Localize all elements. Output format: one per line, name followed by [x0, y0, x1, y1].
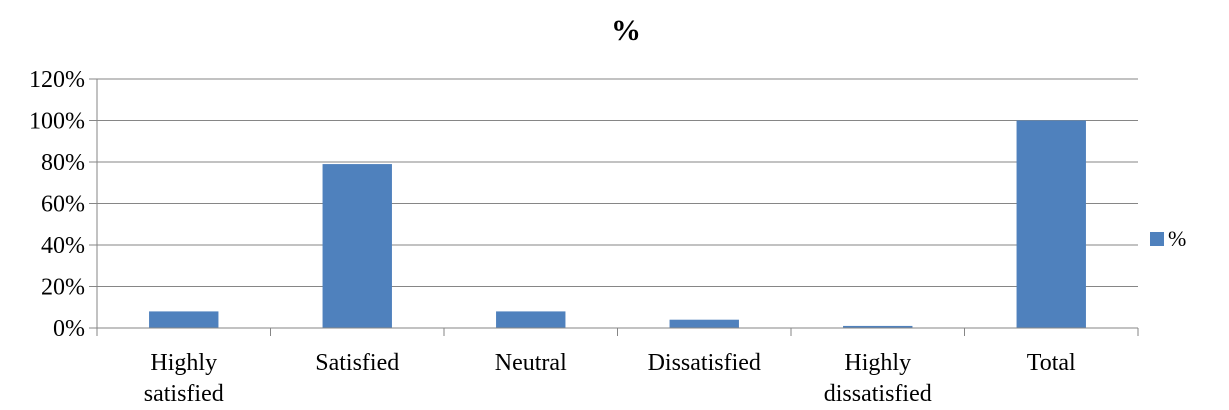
y-tick-label: 120% [29, 67, 85, 93]
chart-title: % [611, 14, 641, 47]
bar [496, 311, 566, 328]
y-tick-label: 0% [53, 316, 85, 342]
y-tick-labels: 0% 20% 40% 60% 80% 100% 120% [29, 67, 97, 342]
y-tick-label: 60% [41, 192, 85, 218]
y-tick-label: 40% [41, 233, 85, 259]
bar [322, 164, 392, 328]
y-tick-label: 100% [29, 109, 85, 135]
bar [1016, 120, 1086, 328]
bars [149, 120, 1086, 328]
x-category-label: Satisfied [315, 350, 399, 376]
x-category-labels: Highly satisfied Satisfied Neutral Dissatisf… [144, 350, 1076, 407]
legend-label: % [1168, 226, 1186, 251]
x-category-label: Neutral [495, 350, 567, 376]
bar [669, 319, 739, 328]
bar [149, 311, 219, 328]
legend: % [1150, 226, 1186, 251]
gridlines [97, 78, 1138, 287]
y-tick-label: 20% [41, 275, 85, 301]
y-tick-label: 80% [41, 150, 85, 176]
x-category-label: Highly satisfied [144, 350, 224, 407]
x-category-label: Total [1027, 350, 1076, 376]
bar [843, 325, 913, 328]
x-category-label: Highly dissatisfied [824, 350, 932, 407]
x-category-label: Dissatisfied [648, 350, 761, 376]
axes [96, 79, 1139, 336]
legend-swatch [1150, 232, 1164, 246]
